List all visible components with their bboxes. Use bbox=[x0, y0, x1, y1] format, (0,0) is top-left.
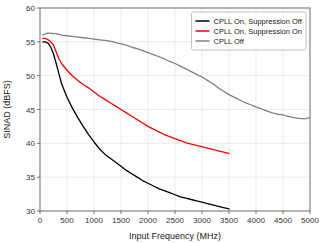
x-tick-label: 4000 bbox=[247, 216, 265, 225]
background bbox=[0, 0, 322, 243]
x-tick bbox=[202, 211, 203, 214]
legend-box bbox=[191, 12, 306, 50]
x-tick bbox=[40, 211, 41, 214]
x-tick-label: 3500 bbox=[220, 216, 238, 225]
y-tick bbox=[37, 143, 40, 144]
legend-swatch bbox=[195, 20, 209, 22]
series-line bbox=[43, 42, 229, 209]
legend-swatch bbox=[195, 30, 209, 32]
y-axis-label: SINAD (dBFS) bbox=[2, 80, 12, 139]
y-tick bbox=[37, 211, 40, 212]
plot-frame bbox=[40, 8, 310, 211]
y-tick-label: 45 bbox=[26, 106, 35, 115]
grid bbox=[40, 8, 310, 211]
x-tick-label: 1000 bbox=[85, 216, 103, 225]
x-grid-line bbox=[148, 8, 149, 211]
x-tick bbox=[148, 211, 149, 214]
x-tick bbox=[67, 211, 68, 214]
x-axis-label: Input Frequency (MHz) bbox=[129, 231, 221, 241]
y-tick bbox=[37, 177, 40, 178]
chart: 30 35 40 45 50 55 60 0 500 1000 1500 2000 2500 3000 35… bbox=[0, 0, 322, 243]
x-tick-label: 4500 bbox=[274, 216, 292, 225]
x-tick-label: 500 bbox=[60, 216, 74, 225]
x-tick bbox=[94, 211, 95, 214]
y-tick-label: 30 bbox=[26, 207, 35, 216]
x-tick bbox=[256, 211, 257, 214]
x-tick bbox=[229, 211, 230, 214]
legend: CPLL On, Suppression OffCPLL On, Suppres… bbox=[191, 12, 306, 50]
x-tick bbox=[175, 211, 176, 214]
y-tick-label: 60 bbox=[26, 4, 35, 13]
y-tick bbox=[37, 75, 40, 76]
legend-label: CPLL On, Suppression On bbox=[213, 27, 302, 36]
y-tick-label: 50 bbox=[26, 72, 35, 81]
y-tick-label: 55 bbox=[26, 38, 35, 47]
x-tick-label: 5000 bbox=[301, 216, 319, 225]
x-tick-label: 3000 bbox=[193, 216, 211, 225]
x-tick bbox=[121, 211, 122, 214]
x-tick-label: 0 bbox=[38, 216, 43, 225]
legend-swatch bbox=[195, 40, 209, 42]
legend-label: CPLL Off bbox=[213, 37, 244, 46]
y-tick-label: 35 bbox=[26, 173, 35, 182]
x-tick-label: 2000 bbox=[139, 216, 157, 225]
series-lines bbox=[43, 33, 310, 209]
axes: 30 35 40 45 50 55 60 0 500 1000 1500 2000 2500 3000 35… bbox=[26, 4, 319, 225]
legend-label: CPLL On, Suppression Off bbox=[213, 17, 302, 26]
x-tick bbox=[310, 211, 311, 214]
x-tick-label: 1500 bbox=[112, 216, 130, 225]
x-grid-line bbox=[175, 8, 176, 211]
y-tick bbox=[37, 41, 40, 42]
series-line bbox=[43, 38, 229, 153]
y-tick bbox=[37, 109, 40, 110]
x-tick-label: 2500 bbox=[166, 216, 184, 225]
x-grid-line bbox=[67, 8, 68, 211]
y-tick-label: 40 bbox=[26, 139, 35, 148]
x-tick bbox=[283, 211, 284, 214]
y-tick bbox=[37, 8, 40, 9]
